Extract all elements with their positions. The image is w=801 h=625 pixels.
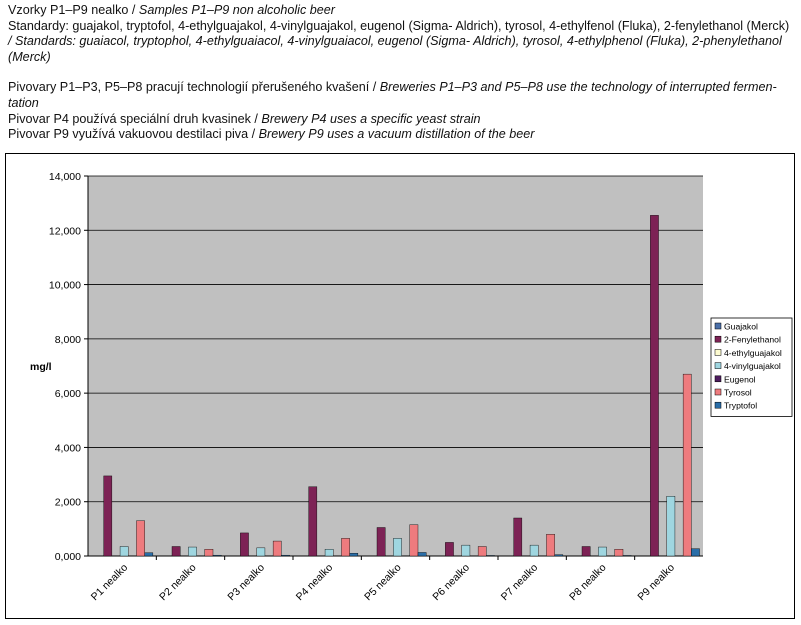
- x-tick-label: P1 nealko: [89, 562, 131, 604]
- x-tick-label: P2 nealko: [157, 562, 199, 604]
- bar: [682, 373, 692, 557]
- bar: [349, 553, 359, 557]
- legend-swatch: [714, 322, 722, 330]
- bar: [376, 527, 386, 557]
- bar: [622, 555, 632, 557]
- y-tick-label: 4,000: [55, 442, 81, 454]
- x-tick-label: P6 nealko: [430, 562, 472, 604]
- bar: [546, 534, 555, 557]
- legend-swatch: [714, 388, 722, 396]
- breweries-1-en: Breweries P1–P3 and P5–P8 use the techno…: [8, 80, 777, 110]
- bar: [281, 554, 290, 557]
- legend-label: 4-ethylguajakol: [724, 348, 782, 358]
- samples-en: Samples P1–P9 non alcoholic beer: [138, 3, 335, 17]
- legend-label: Tyrosol: [724, 388, 752, 398]
- legend-swatch: [714, 375, 722, 383]
- bar: [445, 542, 454, 557]
- caption-standards-cz: Standardy: guajakol, tryptofol, 4-ethylg…: [8, 18, 790, 33]
- y-tick-label: 0,000: [55, 551, 81, 563]
- legend-swatch: [714, 335, 722, 343]
- bar: [529, 544, 539, 557]
- bar: [212, 554, 222, 557]
- legend-box: [710, 317, 793, 417]
- separator: /: [248, 127, 259, 142]
- y-tick-label: 10,000: [49, 280, 81, 292]
- y-axis-title: mg/l: [30, 361, 52, 373]
- caption-breweries-3: Pivovar P9 využívá vakuovou destilaci pi…: [8, 127, 798, 143]
- y-tick-label: 14,000: [49, 171, 81, 183]
- bar: [666, 496, 676, 557]
- x-tick-label: P4 nealko: [294, 562, 336, 604]
- bar: [554, 554, 564, 557]
- legend-swatch: [714, 401, 722, 409]
- caption-samples: Vzorky P1–P9 nealko / Samples P1–P9 non …: [8, 3, 798, 19]
- separator: /: [369, 80, 380, 95]
- bar: [409, 524, 419, 557]
- bar: [240, 532, 249, 557]
- caption-standards-en: / Standards: guaiacol, tryptophol, 4-eth…: [8, 34, 782, 64]
- breweries-2-en: Brewery P4 uses a specific yeast strain: [261, 111, 481, 126]
- bar: [324, 549, 334, 557]
- x-tick-label: P9 nealko: [635, 562, 677, 604]
- separator: /: [128, 3, 139, 17]
- x-tick-label: P3 nealko: [225, 562, 267, 604]
- bar: [188, 546, 197, 557]
- legend-swatch: [714, 362, 722, 369]
- bar: [513, 517, 523, 557]
- caption-breweries-1: Pivovary P1–P3, P5–P8 pracují technologi…: [8, 80, 798, 111]
- legend-swatch: [714, 349, 722, 356]
- caption-block: Vzorky P1–P9 nealko / Samples P1–P9 non …: [8, 3, 798, 143]
- x-tick-label: P7 nealko: [499, 562, 541, 604]
- chart-frame: [5, 153, 795, 619]
- breweries-1-cz: Pivovary P1–P3, P5–P8 pracují technologi…: [8, 80, 370, 95]
- bar: [650, 215, 659, 557]
- x-tick-label: P8 nealko: [567, 562, 609, 604]
- y-tick-label: 2,000: [55, 497, 81, 509]
- bar: [136, 520, 145, 557]
- bar: [614, 549, 624, 557]
- legend-label: Tryptofol: [724, 401, 757, 411]
- plot-area: [88, 176, 703, 556]
- bar: [598, 546, 607, 557]
- bar: [581, 546, 591, 557]
- bar: [103, 475, 113, 557]
- breweries-2-cz: Pivovar P4 používá speciální druh kvasin…: [8, 111, 251, 126]
- bar: [144, 552, 154, 557]
- bar: [417, 552, 427, 557]
- bar: [691, 548, 700, 557]
- bar: [272, 540, 282, 557]
- bar: [341, 538, 350, 557]
- bar: [477, 546, 487, 557]
- bar: [204, 549, 214, 557]
- bar: [119, 546, 129, 557]
- bar: [461, 544, 471, 557]
- legend-label: Eugenol: [724, 374, 756, 384]
- bar: [393, 538, 402, 557]
- x-tick-label: P5 nealko: [362, 562, 404, 604]
- bar: [256, 547, 266, 557]
- caption-breweries-2: Pivovar P4 používá speciální druh kvasin…: [8, 112, 798, 128]
- legend-label: 2-Fenylethanol: [724, 335, 781, 345]
- separator: /: [250, 111, 262, 126]
- legend-label: 4-vinylguajakol: [724, 361, 781, 371]
- y-tick-label: 6,000: [55, 388, 81, 400]
- bar: [171, 546, 181, 557]
- y-tick-label: 8,000: [55, 334, 81, 346]
- breweries-3-en: Brewery P9 uses a vacuum distillation of…: [258, 127, 535, 142]
- breweries-3-cz: Pivovar P9 využívá vakuovou destilaci pi…: [8, 127, 249, 142]
- bar: [486, 555, 495, 557]
- samples-cz: Vzorky P1–P9 nealko: [8, 3, 129, 17]
- y-tick-label: 12,000: [49, 225, 81, 237]
- bar: [308, 486, 318, 557]
- legend-label: Guajakol: [724, 322, 758, 332]
